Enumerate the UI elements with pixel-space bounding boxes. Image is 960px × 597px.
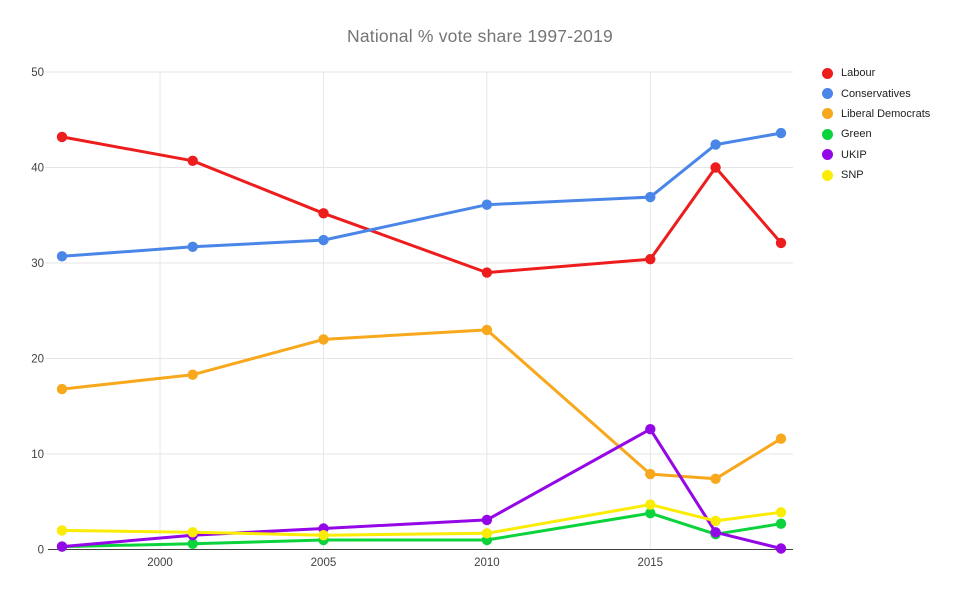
data-point-ukip — [56, 541, 68, 552]
x-tick-label: 2000 — [147, 557, 173, 569]
data-point-liberal-democrats — [710, 473, 721, 484]
data-point-liberal-democrats — [645, 468, 656, 480]
x-tick-label: 2005 — [311, 557, 337, 569]
data-point-ukip — [481, 514, 493, 526]
legend-swatch-conservatives — [822, 88, 833, 100]
y-tick-label: 30 — [31, 258, 44, 270]
legend-swatch-green — [822, 128, 833, 140]
data-point-labour — [318, 208, 329, 219]
legend: Labour Conservatives Liberal Democrats Gree… — [822, 63, 930, 185]
data-point-snp — [318, 530, 329, 541]
data-point-labour — [645, 254, 656, 265]
legend-swatch-ukip — [822, 149, 833, 161]
data-point-conservatives — [645, 191, 656, 203]
data-point-conservatives — [187, 241, 198, 252]
data-point-labour — [710, 162, 721, 173]
legend-item-labour: Labour — [822, 63, 930, 83]
data-point-liberal-democrats — [187, 369, 198, 380]
chart-title: National % vote share 1997-2019 — [347, 26, 613, 46]
legend-swatch-labour — [822, 67, 833, 79]
y-tick-label: 40 — [31, 163, 44, 175]
y-tick-label: 20 — [31, 354, 44, 366]
data-point-labour — [187, 155, 198, 166]
data-point-labour — [56, 131, 68, 143]
series-line-labour — [60, 135, 783, 275]
legend-label-green: Green — [841, 128, 872, 141]
y-tick-label: 0 — [38, 545, 44, 557]
legend-item-green: Green — [822, 124, 930, 144]
data-point-snp — [710, 515, 721, 527]
data-point-ukip — [645, 424, 656, 435]
data-point-ukip — [775, 543, 787, 554]
x-tick-label: 2015 — [637, 557, 663, 569]
y-tick-label: 10 — [31, 449, 44, 461]
legend-item-conservatives: Conservatives — [822, 83, 930, 103]
legend-label-liberal-democrats: Liberal Democrats — [841, 107, 931, 120]
data-point-snp — [775, 507, 787, 518]
series-line-liberal-democrats — [60, 328, 783, 481]
legend-item-ukip: UKIP — [822, 145, 930, 165]
data-point-ukip — [710, 527, 721, 538]
legend-item-liberal-democrats: Liberal Democrats — [822, 104, 930, 124]
legend-label-conservatives: Conservatives — [841, 87, 911, 100]
legend-label-labour: Labour — [841, 67, 876, 80]
data-point-conservatives — [481, 199, 493, 210]
series-line-green — [60, 511, 783, 549]
data-point-labour — [775, 237, 787, 249]
legend-label-snp: SNP — [841, 169, 864, 182]
data-point-liberal-democrats — [775, 433, 787, 444]
legend-item-snp: SNP — [822, 165, 930, 185]
data-point-liberal-democrats — [481, 324, 493, 336]
x-tick-label: 2010 — [474, 557, 500, 569]
data-point-labour — [481, 267, 493, 278]
data-point-green — [187, 538, 198, 549]
data-point-snp — [187, 527, 198, 538]
series-line-conservatives — [60, 131, 783, 258]
data-point-snp — [481, 528, 493, 539]
data-point-liberal-democrats — [318, 334, 329, 345]
data-point-conservatives — [710, 139, 721, 150]
legend-swatch-snp — [822, 169, 833, 181]
legend-swatch-liberal-democrats — [822, 108, 833, 120]
data-point-green — [645, 508, 656, 519]
y-tick-label: 50 — [31, 67, 44, 79]
data-point-snp — [645, 499, 656, 510]
data-point-liberal-democrats — [56, 383, 68, 395]
data-point-conservatives — [775, 127, 787, 139]
data-point-green — [775, 518, 787, 529]
data-point-conservatives — [318, 234, 329, 246]
legend-label-ukip: UKIP — [841, 148, 867, 161]
data-point-snp — [56, 525, 68, 536]
data-point-conservatives — [56, 251, 68, 262]
